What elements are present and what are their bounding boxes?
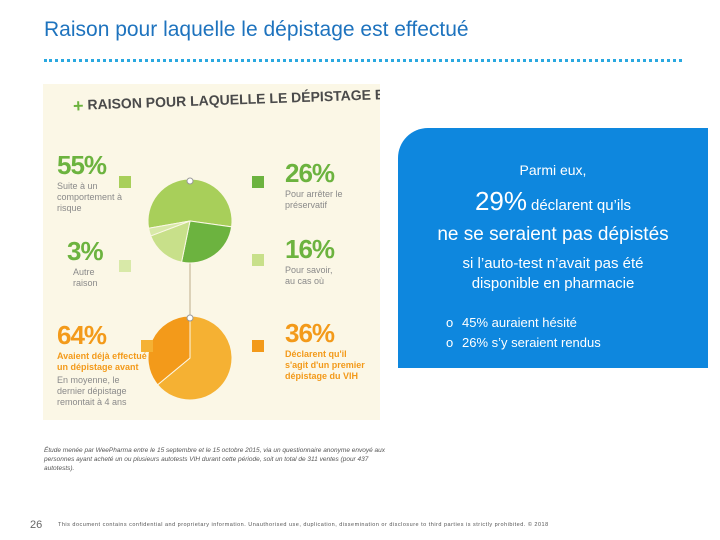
stat-pct: 16% [285, 234, 335, 264]
pie-slice [148, 220, 191, 237]
pie-chart-reasons [147, 178, 233, 264]
legend-swatch [119, 176, 131, 188]
stat-label: Avaient déjà effectué un dépistage avant [57, 351, 147, 372]
bullet-text: 45% auraient hésité [462, 315, 577, 330]
panel-line-2: 29% déclarent qu’ils [398, 186, 708, 217]
pin-icon [186, 314, 194, 322]
callout-panel: Parmi eux, 29% déclarent qu’ils ne se ser… [398, 128, 708, 368]
stat-label: Déclarent qu'il s'agit d'un premier dépi… [285, 349, 365, 381]
panel-line-4a: si l’auto-test n’avait pas été [462, 255, 644, 272]
stat-label: Autre raison [73, 267, 98, 288]
pie-charts [147, 177, 233, 401]
panel-line-1: Parmi eux, [519, 162, 587, 178]
stat-risk-behaviour: 55% Suite à un comportement à risque [57, 150, 127, 214]
panel-line-4: si l’auto-test n’avait pas été disponible… [398, 254, 708, 294]
stat-just-in-case: 16% Pour savoir, au cas où [285, 234, 365, 287]
legend-swatch [119, 260, 131, 272]
panel-big-percent: 29% [474, 186, 527, 216]
stat-pct: 36% [285, 318, 335, 348]
page-number: 26 [30, 519, 43, 531]
legend-swatch [141, 340, 153, 352]
stat-pct: 55% [57, 150, 107, 180]
infographic-footnote: Étude menée par WeePharma entre le 15 se… [44, 447, 385, 472]
slide-title: Raison pour laquelle le dépistage est ef… [44, 18, 469, 41]
infographic: +RAISON POUR LAQUELLE LE DÉPISTAGE EST E… [43, 84, 380, 420]
panel-bullet: o 45% auraient hésité [446, 313, 601, 333]
panel-bullets: o 45% auraient hésité o 26% s’y seraient r… [446, 313, 601, 353]
footer-disclaimer: This document contains confidential and … [58, 522, 549, 528]
stat-label: Pour savoir, au cas où [285, 265, 333, 286]
panel-line-4b: disponible en pharmacie [471, 275, 635, 292]
stat-pct: 26% [285, 158, 335, 188]
stat-first-test: 36% Déclarent qu'il s'agit d'un premier … [285, 318, 370, 382]
stat-label: Pour arrêter le préservatif [285, 189, 343, 210]
panel-line-2-text: déclarent qu’ils [530, 197, 632, 214]
panel-line-3: ne se seraient pas dépistés [437, 224, 669, 245]
stat-previous-test: 64% Avaient déjà effectué un dépistage a… [57, 320, 147, 408]
stat-pct: 64% [57, 320, 107, 350]
pin-icon [186, 177, 194, 185]
stat-label: Suite à un comportement à risque [57, 181, 123, 213]
bullet-marker: o [446, 335, 454, 350]
pie-chart-first-test [147, 315, 233, 401]
stat-note: En moyenne, le dernier dépistage remonta… [57, 375, 127, 407]
stat-stop-condom: 26% Pour arrêter le préservatif [285, 158, 365, 211]
stat-pct: 3% [67, 236, 104, 266]
pie-slice [180, 220, 233, 264]
legend-swatch [252, 176, 264, 188]
bullet-marker: o [446, 315, 454, 330]
title-divider [44, 59, 682, 62]
pie-slice [156, 315, 233, 401]
legend-swatch [252, 254, 264, 266]
stat-other-reason: 3% Autre raison [67, 236, 127, 289]
bullet-text: 26% s’y seraient rendus [462, 335, 601, 350]
legend-swatch [252, 340, 264, 352]
panel-bullet: o 26% s’y seraient rendus [446, 333, 601, 353]
